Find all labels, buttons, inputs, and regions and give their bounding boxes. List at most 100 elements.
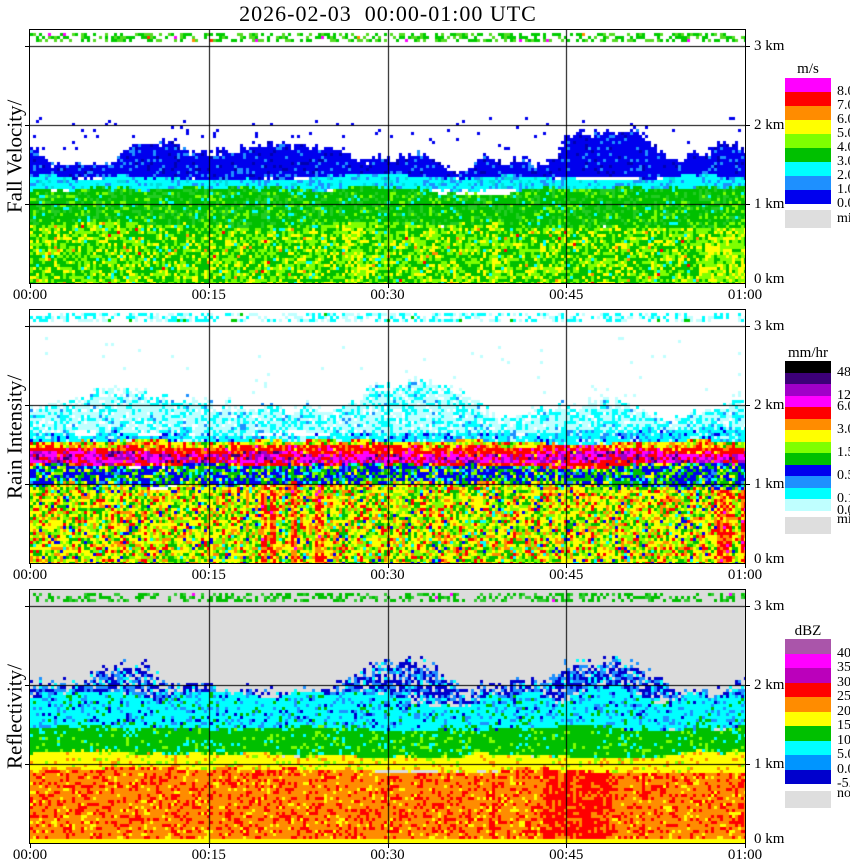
heatmap-canvas-fall-velocity [30, 30, 745, 283]
legend-color-box [785, 639, 831, 654]
x-tick-mark [30, 564, 31, 568]
legend-value-label: 8.0 [837, 84, 850, 99]
x-tick-mark [209, 564, 210, 568]
plot-area-rain-intensity [29, 309, 746, 564]
legend-color-box [785, 476, 831, 488]
y-tick-mark [746, 46, 750, 47]
y-tick-mark [746, 764, 750, 765]
legend-value-label: 0.0 [837, 502, 850, 518]
legend-color-box [785, 430, 831, 442]
legend-value-label: 5.0 [837, 126, 850, 141]
plot-area-fall-velocity [29, 29, 746, 284]
legend-color-box [785, 92, 831, 106]
x-tick-label: 00:30 [370, 567, 405, 583]
legend-color-box [785, 148, 831, 162]
y-tick-label: 2 km [754, 117, 785, 133]
legend-color-box [785, 361, 831, 373]
x-tick-mark [388, 284, 389, 288]
legend-color-box [785, 120, 831, 134]
x-tick-mark [209, 284, 210, 288]
legend-missing-label: miss [837, 511, 850, 527]
legend-color-box [785, 395, 831, 407]
legend-value-label: 6.0 [837, 112, 850, 127]
legend-missing-box [785, 210, 831, 228]
legend-color-box [785, 726, 831, 741]
y-tick-mark [746, 125, 750, 126]
legend-value-label: 6.0 [837, 399, 850, 414]
panel-ylabel-fall-velocity: Fall Velocity/ [2, 99, 27, 214]
y-tick-mark [25, 46, 29, 47]
legend-value-label: -5.0 [837, 776, 850, 791]
legend-color-scale [785, 639, 831, 784]
x-tick-mark [30, 284, 31, 288]
legend-color-box [785, 487, 831, 499]
legend-color-box [785, 769, 831, 784]
legend-color-box [785, 464, 831, 476]
y-tick-mark [746, 685, 750, 686]
legend-value-label: 10.0 [837, 732, 850, 748]
legend-color-box [785, 499, 831, 511]
legend-value-label: 48.0 [837, 364, 850, 380]
y-tick-mark [25, 764, 29, 765]
y-tick-mark [746, 326, 750, 327]
legend-color-box [785, 78, 831, 92]
legend-color-box [785, 740, 831, 755]
legend-missing-label: none [837, 786, 850, 801]
legend-title-dBZ: dBZ [794, 623, 822, 639]
legend-value-label: 7.0 [837, 98, 850, 113]
legend-color-box [785, 407, 831, 419]
heatmap-canvas-rain-intensity [30, 310, 745, 563]
legend-color-box [785, 134, 831, 148]
x-tick-mark [745, 564, 746, 568]
x-tick-mark [745, 284, 746, 288]
y-tick-label: 2 km [754, 677, 785, 693]
legend-color-scale [785, 361, 831, 511]
y-tick-label: 2 km [754, 397, 785, 413]
y-tick-mark [746, 484, 750, 485]
y-tick-mark [746, 204, 750, 205]
y-tick-mark [25, 606, 29, 607]
legend-color-box [785, 453, 831, 465]
legend-color-box [785, 384, 831, 396]
panel-ylabel-rain-intensity: Rain Intensity/ [2, 374, 27, 499]
legend-value-label: 4.0 [837, 140, 850, 155]
legend-color-box [785, 441, 831, 453]
y-tick-mark [25, 204, 29, 205]
legend-value-label: 30.0 [837, 674, 850, 690]
x-tick-label: 01:00 [727, 847, 763, 863]
x-tick-label: 00:30 [370, 847, 405, 863]
y-tick-label: 1 km [754, 196, 785, 212]
y-tick-label: 1 km [754, 756, 785, 772]
legend-value-label: 12.0 [837, 387, 850, 403]
legend-value-label: 3.0 [837, 422, 850, 437]
x-tick-label: 00:15 [191, 847, 226, 863]
legend-value-label: 0.1 [837, 491, 850, 506]
x-tick-label: 01:00 [727, 287, 763, 303]
y-tick-label: 3 km [754, 598, 785, 614]
legend-color-box [785, 176, 831, 190]
legend-value-label: 1.5 [837, 445, 850, 460]
x-tick-mark [209, 844, 210, 848]
panel-ylabel-reflectivity: Reflectivity/ [2, 664, 27, 769]
x-tick-label: 00:00 [12, 567, 48, 583]
y-tick-label: 0 km [754, 831, 785, 847]
legend-missing-label: miss [837, 211, 850, 226]
y-tick-mark [746, 606, 750, 607]
legend-value-label: 35.0 [837, 660, 850, 675]
heatmap-canvas-reflectivity [30, 590, 745, 843]
y-tick-mark [25, 484, 29, 485]
legend-color-box [785, 190, 831, 204]
x-tick-mark [388, 844, 389, 848]
y-tick-mark [746, 405, 750, 406]
x-tick-mark [566, 284, 567, 288]
legend-value-label: 2.0 [837, 168, 850, 183]
x-tick-label: 00:00 [12, 287, 48, 303]
legend-missing-box [785, 516, 831, 534]
legend-color-box [785, 711, 831, 726]
x-tick-label: 00:00 [12, 847, 48, 863]
x-tick-mark [745, 844, 746, 848]
legend-color-box [785, 372, 831, 384]
legend-value-label: 5.0 [837, 747, 850, 762]
y-tick-mark [25, 685, 29, 686]
